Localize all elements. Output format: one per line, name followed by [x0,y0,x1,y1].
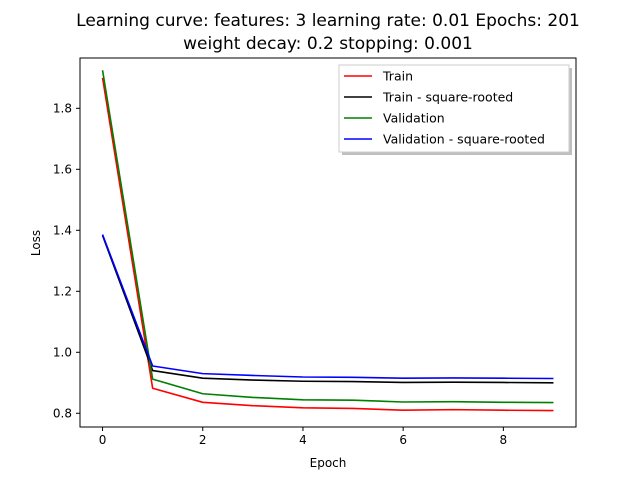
x-tick-label: 4 [299,433,307,447]
x-tick-label: 0 [99,433,107,447]
y-axis-label: Loss [29,230,43,256]
legend-label-validation: Validation [383,111,445,126]
y-tick-label: 1.6 [53,162,72,176]
chart-title-line-2: weight decay: 0.2 stopping: 0.001 [183,34,473,54]
y-tick-label: 1.0 [53,345,72,359]
x-axis-ticks: 0 2 4 6 8 [99,427,507,447]
y-tick-label: 1.4 [53,223,72,237]
y-axis-ticks: 0.8 1.0 1.2 1.4 1.6 1.8 [53,101,80,420]
x-tick-label: 8 [500,433,508,447]
legend: Train Train - square-rooted Validation Vali… [338,64,572,155]
series-line-train-square-rooted [101,235,554,384]
chart-title-line-1: Learning curve: features: 3 learning rat… [76,11,580,31]
legend-box [338,64,570,153]
legend-entries: Train Train - square-rooted Validation Vali… [344,69,545,147]
legend-label-train: Train [382,69,413,84]
x-tick-label: 6 [399,433,407,447]
series-line-train [101,77,554,412]
series-line-validation-square-rooted [101,234,554,380]
x-axis-label: Epoch [310,456,347,470]
legend-label-validation-square-rooted: Validation - square-rooted [383,132,545,147]
series-line-validation [101,70,554,404]
legend-label-train-square-rooted: Train - square-rooted [382,90,513,105]
x-tick-label: 2 [199,433,207,447]
plot-frame [79,57,577,428]
y-tick-label: 1.2 [53,284,72,298]
y-tick-label: 1.8 [53,101,72,115]
y-tick-label: 0.8 [53,406,72,420]
series-lines [101,70,554,412]
